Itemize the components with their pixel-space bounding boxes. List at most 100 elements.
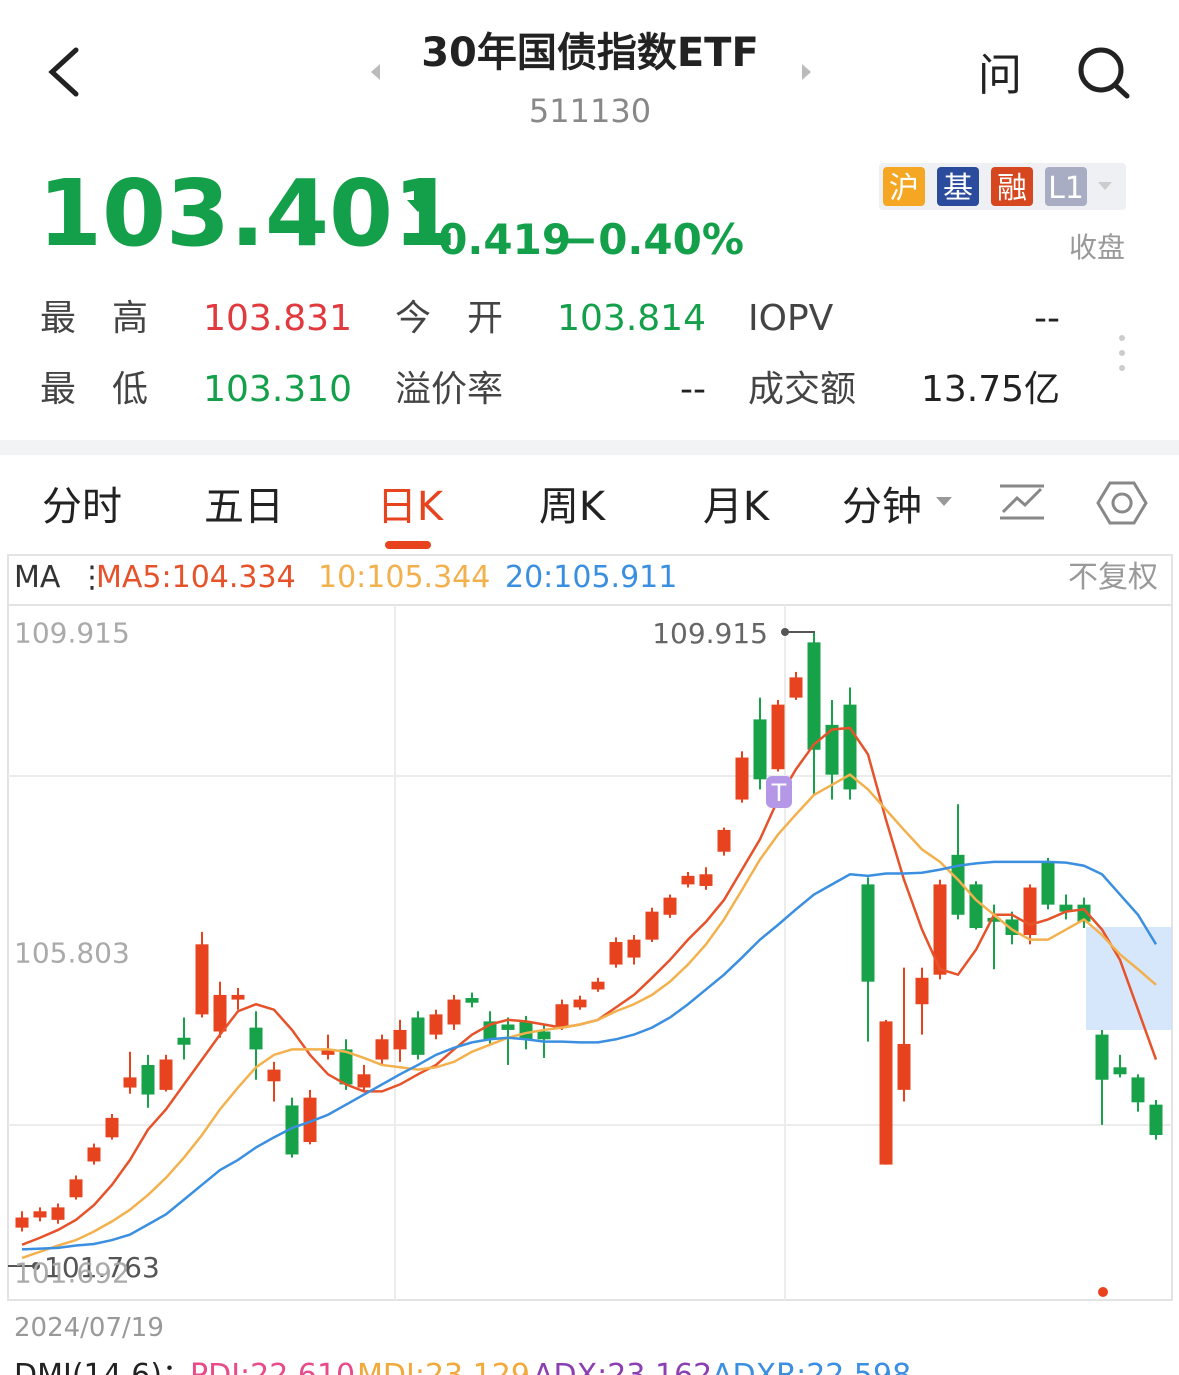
indicator-title: DMI(14,6)： xyxy=(14,1358,192,1375)
start-date: 2024/07/19 xyxy=(14,1313,164,1343)
candle-body xyxy=(15,1217,29,1228)
grid xyxy=(8,605,1172,1300)
tab-dropdown[interactable] xyxy=(936,497,952,506)
candle-body xyxy=(33,1211,47,1218)
tab[interactable]: 分钟 xyxy=(842,484,922,530)
ma-line xyxy=(21,726,1158,1246)
candle-body xyxy=(303,1097,317,1143)
adjust-mode[interactable]: 不复权 xyxy=(1068,560,1158,595)
settings[interactable] xyxy=(1096,481,1148,525)
candle-body xyxy=(519,1021,533,1040)
candle-body xyxy=(87,1147,101,1162)
tab[interactable]: 月K xyxy=(703,484,771,530)
divider xyxy=(0,440,1179,455)
back-button[interactable] xyxy=(48,47,79,97)
indicator-value: PDI:22.610 xyxy=(190,1358,355,1375)
candle-body xyxy=(609,941,623,965)
status: 收盘 xyxy=(1069,231,1125,264)
indicator-value: ADX:23.162 xyxy=(533,1358,712,1375)
candle-body xyxy=(591,981,605,990)
candle-body xyxy=(807,642,821,750)
change: −0.419 xyxy=(403,215,571,264)
candle-body xyxy=(861,884,875,982)
stat-value: 103.831 xyxy=(203,298,352,339)
title: 30年国债指数ETF xyxy=(421,30,759,76)
selection-band xyxy=(1086,927,1172,1030)
ma-line xyxy=(21,773,1157,1260)
candle-body xyxy=(555,1004,569,1028)
candle-body xyxy=(1131,1077,1145,1103)
legend-item: 20:105.911 xyxy=(505,560,677,595)
stat-value: -- xyxy=(680,369,706,410)
candle-body xyxy=(213,994,227,1032)
stat-value: 103.310 xyxy=(203,369,352,410)
candle-body xyxy=(789,677,803,698)
candle-body xyxy=(1095,1034,1109,1080)
candle-body xyxy=(69,1179,83,1198)
indicator-value: ADXR:22.598 xyxy=(712,1358,911,1375)
ma-menu[interactable]: ⋮ xyxy=(77,560,107,595)
legend-item: MA5:104.334 xyxy=(96,560,296,595)
y-tick-label: 109.915 xyxy=(14,617,130,650)
candle-body xyxy=(285,1105,299,1155)
stat-label: 溢价率 xyxy=(395,369,503,410)
candle-body xyxy=(717,829,731,852)
candle-body xyxy=(645,911,659,940)
candle-body xyxy=(159,1059,173,1090)
change-pct: −0.40% xyxy=(563,215,744,264)
candle-body xyxy=(879,1021,893,1165)
tab-underline xyxy=(385,541,431,549)
candle-body xyxy=(321,1049,335,1055)
high-annotation xyxy=(781,628,815,636)
candle-body xyxy=(375,1039,389,1060)
candle-body xyxy=(1059,904,1073,912)
candle-body xyxy=(1023,887,1037,935)
candle-body xyxy=(105,1117,119,1138)
candle-body xyxy=(627,939,641,958)
candle-body xyxy=(951,854,965,915)
candle-body xyxy=(393,1029,407,1050)
candle-body xyxy=(357,1074,371,1088)
candle-body xyxy=(411,1017,425,1055)
draw-tool[interactable] xyxy=(1000,484,1044,520)
candle-body xyxy=(537,1031,551,1040)
ask-button[interactable]: 问 xyxy=(978,50,1022,101)
candle-body xyxy=(897,1043,911,1090)
event-dot[interactable] xyxy=(1098,1287,1108,1297)
plot xyxy=(15,632,1163,1260)
low-label: 101.763 xyxy=(44,1251,160,1284)
tab[interactable]: 五日 xyxy=(204,484,284,530)
t-marker-text: T xyxy=(771,779,787,807)
badge xyxy=(1045,167,1087,206)
badge-dropdown[interactable] xyxy=(1098,182,1112,190)
candle-body xyxy=(501,1024,515,1030)
prev-arrow[interactable] xyxy=(371,64,380,80)
candle-body xyxy=(771,704,785,770)
stat-label: 成交额 xyxy=(748,369,856,410)
y-tick-label: 105.803 xyxy=(14,937,130,970)
candle-body xyxy=(231,994,245,1000)
more-dots[interactable] xyxy=(1119,335,1125,371)
tab[interactable]: 分时 xyxy=(42,484,122,530)
candle-body xyxy=(1113,1067,1127,1075)
candle-body xyxy=(699,874,713,886)
stat-label: 最 低 xyxy=(40,369,148,410)
t-marker[interactable] xyxy=(766,776,792,808)
stat-value: -- xyxy=(1034,298,1060,339)
candle-body xyxy=(267,1069,281,1082)
tab[interactable]: 周K xyxy=(539,484,607,530)
candle-body xyxy=(825,724,839,775)
badge-text: 基 xyxy=(943,171,973,206)
search-button[interactable] xyxy=(1078,47,1130,99)
tab-active[interactable]: 日K xyxy=(377,484,445,530)
badge xyxy=(991,167,1033,206)
stat-label: IOPV xyxy=(748,298,834,339)
next-arrow[interactable] xyxy=(802,64,811,80)
candle-body xyxy=(753,719,767,780)
candle-body xyxy=(663,897,677,915)
low-annotation xyxy=(8,1262,40,1270)
ma-line xyxy=(21,860,1158,1251)
legend-item: 10:105.344 xyxy=(318,560,490,595)
code: 511130 xyxy=(529,92,651,130)
